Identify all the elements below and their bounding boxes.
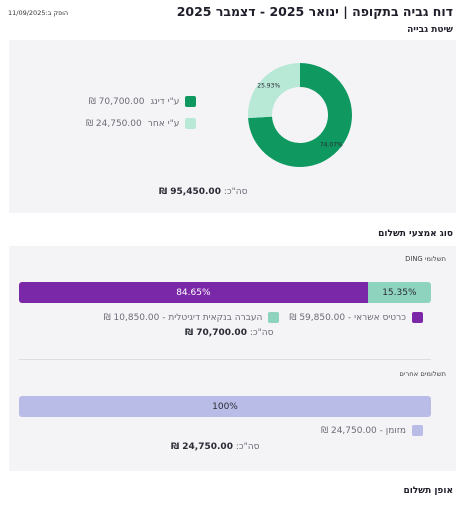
collection-method-title: שיטת גבייה: [407, 25, 453, 35]
donut-label-1: 25.93%: [257, 82, 280, 89]
issued-date: הופק ב:11/09/2025: [8, 9, 69, 17]
payment-types-title: סוג אמצעי תשלום: [378, 229, 453, 239]
payment-types-card: תשלומי DING 84.65% 15.35% כרטיס אשראי - …: [9, 246, 456, 471]
legend-swatch-other: [185, 118, 197, 129]
ding-legend: כרטיס אשראי - 59,850.00 ₪ העברה בנקאית ד…: [104, 312, 423, 323]
legend-item-credit-card: כרטיס אשראי - 59,850.00 ₪: [289, 312, 423, 323]
legend-swatch-ding: [185, 96, 197, 107]
bar-segment-bank-transfer: 15.35%: [367, 282, 431, 303]
other-payments-title: תשלומים אחרים: [399, 370, 446, 378]
donut-slice-1: [248, 63, 300, 119]
other-legend: מזומן - 24,750.00 ₪: [321, 425, 423, 436]
legend-item-ding: ע"י דינג 70,700.00 ₪: [86, 96, 197, 107]
legend-item-bank-transfer: העברה בנקאית דיגיטלית - 10,850.00 ₪: [104, 312, 280, 323]
legend-label-other: ע"י אחר: [147, 118, 180, 129]
legend-amount-ding: 70,700.00 ₪: [88, 96, 145, 107]
bar-segment-credit-card: 84.65%: [19, 282, 368, 303]
legend-item-other: ע"י אחר 24,750.00 ₪: [86, 118, 197, 129]
collection-donut-chart: 74.07% 25.93%: [248, 63, 352, 167]
collection-method-card: 74.07% 25.93% ע"י דינג 70,700.00 ₪ ע"י אח…: [9, 40, 456, 213]
ding-payments-bar: 84.65% 15.35%: [19, 282, 431, 303]
other-payments-bar: 100%: [19, 396, 431, 417]
section-divider: [19, 359, 431, 360]
other-total: סה"כ: 24,750.00 ₪: [171, 442, 260, 452]
bar-segment-cash: 100%: [19, 396, 431, 417]
payment-schedule-title: אופן תשלום: [403, 486, 453, 496]
legend-label-ding: ע"י דינג: [150, 96, 180, 107]
collection-total-value: 95,450.00 ₪: [159, 187, 221, 197]
legend-item-cash: מזומן - 24,750.00 ₪: [321, 425, 423, 436]
ding-payments-title: תשלומי DING: [405, 255, 446, 263]
legend-amount-other: 24,750.00 ₪: [86, 118, 142, 129]
other-total-value: 24,750.00 ₪: [171, 442, 233, 452]
ding-total-value: 70,700.00 ₪: [185, 328, 247, 338]
legend-swatch-bank-transfer: [268, 312, 280, 323]
legend-text-credit-card: כרטיס אשראי - 59,850.00 ₪: [289, 312, 406, 323]
legend-text-bank-transfer: העברה בנקאית דיגיטלית - 10,850.00 ₪: [103, 312, 263, 323]
legend-swatch-cash: [412, 425, 423, 436]
collection-total: סה"כ: 95,450.00 ₪: [159, 187, 248, 197]
other-total-label: סה"כ:: [235, 442, 260, 452]
legend-swatch-credit-card: [412, 312, 423, 323]
report-title: דוח גביה בתקופה | ינואר 2025 - דצמבר 202…: [176, 4, 453, 19]
collection-legend: ע"י דינג 70,700.00 ₪ ע"י אחר 24,750.00 ₪: [86, 96, 197, 129]
collection-total-label: סה"כ:: [223, 187, 248, 197]
donut-slice-0: [248, 63, 352, 167]
ding-total-label: סה"כ:: [249, 328, 274, 338]
legend-text-cash: מזומן - 24,750.00 ₪: [321, 425, 406, 436]
donut-label-0: 74.07%: [320, 142, 343, 149]
ding-total: סה"כ: 70,700.00 ₪: [185, 328, 274, 338]
